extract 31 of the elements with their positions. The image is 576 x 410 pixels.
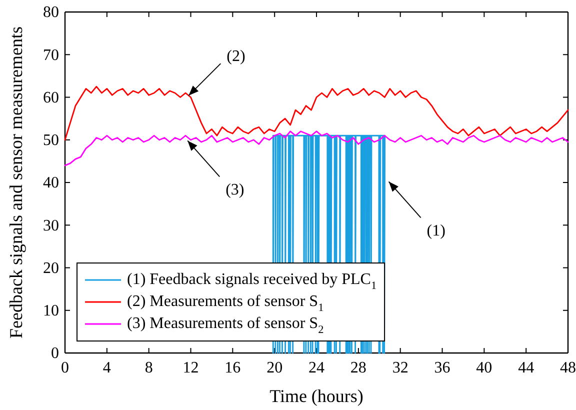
x-tick-label: 28 [350, 359, 366, 376]
x-tick-label: 32 [392, 359, 408, 376]
annotation: (2) [226, 48, 246, 66]
line-series [64, 86, 569, 141]
legend-label: (2) Measurements of sensor S$_{1}$ [127, 292, 324, 314]
y-tick-label: 40 [43, 174, 59, 192]
legend-label: (1) Feedback signals received by PLC$_{1}$ [127, 270, 377, 292]
x-tick-label: 12 [182, 359, 199, 376]
x-tick-label: 40 [476, 359, 492, 376]
x-tick-label: 48 [560, 359, 576, 376]
x-tick-label: 16 [224, 359, 241, 376]
y-axis-title: Feedback signals and sensor measurements [6, 26, 26, 338]
y-tick-label: 60 [43, 89, 59, 106]
y-tick-label: 0 [51, 345, 59, 362]
y-tick-label: 30 [43, 217, 59, 234]
y-tick-label: 20 [43, 260, 59, 277]
y-tick-label: 50 [43, 132, 59, 149]
x-tick-label: 24 [308, 359, 324, 376]
x-tick-label: 36 [434, 359, 450, 376]
x-axis-title: Time (hours) [270, 386, 364, 406]
line-series [64, 130, 569, 166]
annotation: (1) [426, 222, 446, 240]
x-tick-label: 8 [144, 359, 153, 376]
x-tick-label: 44 [518, 359, 534, 376]
annotation: (3) [226, 181, 244, 198]
y-tick-label: 10 [43, 302, 59, 320]
legend-label: (3) Measurements of sensor S$_{2}$ [127, 314, 324, 336]
x-tick-label: 4 [102, 359, 111, 376]
y-tick-label: 70 [43, 46, 59, 64]
y-tick-label: 80 [43, 4, 59, 22]
x-tick-label: 20 [266, 359, 283, 376]
